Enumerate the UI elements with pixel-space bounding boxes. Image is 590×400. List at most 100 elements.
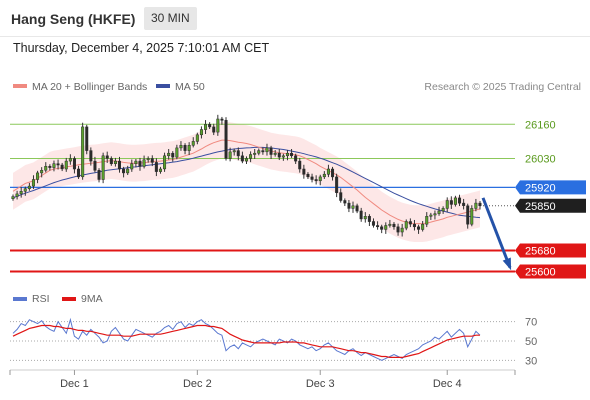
candle-body (273, 152, 277, 155)
candle-body (89, 150, 93, 162)
candle-body (77, 168, 81, 178)
candle (113, 157, 117, 167)
bollinger-fill (13, 121, 480, 242)
candle (269, 145, 273, 159)
candle-body (68, 158, 72, 162)
rsi-level-label-50: 50 (525, 336, 537, 348)
candle-body (15, 193, 19, 197)
support-label-1-box (515, 243, 586, 258)
candle-body (367, 216, 371, 222)
candle-body (154, 162, 158, 172)
candle (351, 201, 355, 213)
candle (257, 148, 261, 156)
candle (384, 222, 388, 234)
candle (158, 166, 162, 174)
candle (417, 224, 421, 234)
candle (117, 156, 121, 173)
candle (339, 188, 343, 203)
candle-body (433, 213, 437, 216)
candle (470, 205, 474, 227)
candle-body (52, 163, 56, 168)
candle-body (392, 223, 396, 228)
candle-body (408, 221, 412, 225)
candle (236, 147, 240, 161)
candle-body (388, 223, 392, 226)
resistance-label-2: 26030 (525, 153, 556, 165)
candle (204, 120, 208, 135)
candle (150, 155, 154, 167)
candle-body (146, 158, 150, 161)
candle-body (122, 168, 126, 174)
candle (458, 194, 462, 207)
candle-body (445, 200, 449, 209)
candle (232, 148, 236, 156)
candle (265, 143, 269, 156)
candle-body (109, 158, 113, 165)
candle-body (417, 226, 421, 230)
rsi-level-label-30: 30 (525, 355, 537, 367)
candle-body (343, 200, 347, 204)
candle-body (60, 164, 64, 170)
candle-body (429, 214, 433, 217)
pivot-label-text: 25920 (525, 182, 556, 194)
candle-body (187, 145, 191, 151)
candle (294, 153, 298, 164)
candle (331, 166, 335, 181)
forecast-arrow (481, 197, 512, 271)
candle (81, 122, 85, 180)
candle (48, 164, 52, 171)
candle (36, 170, 40, 184)
support-label-2-box (515, 264, 586, 279)
candle-body (142, 159, 146, 167)
candle (101, 152, 105, 184)
candle-body (326, 168, 330, 175)
candle (326, 164, 330, 178)
candle-body (195, 134, 199, 142)
candle-body (318, 176, 322, 182)
support-label-1-text: 25680 (525, 245, 556, 257)
candle (400, 223, 404, 237)
candle-body (204, 124, 208, 130)
candle-body (261, 150, 265, 153)
candle (191, 137, 195, 148)
candle (175, 144, 179, 160)
candle (359, 207, 363, 222)
last-price-label-text: 25850 (525, 201, 556, 213)
x-tick-label: Dec 3 (306, 378, 335, 390)
candle-body (302, 168, 306, 175)
candle (363, 212, 367, 223)
candle-body (130, 163, 134, 170)
candle (437, 206, 441, 216)
candle (85, 124, 89, 155)
rsi-ma-legend-swatch (62, 297, 76, 301)
candle (138, 157, 142, 171)
candle-body (314, 179, 318, 182)
candle (478, 201, 482, 210)
candle-body (384, 225, 388, 230)
candle (421, 221, 425, 232)
candle-body (85, 126, 89, 151)
candle (208, 122, 212, 130)
candle (146, 156, 150, 163)
candle-body (236, 150, 240, 157)
candle (253, 148, 257, 159)
ma50-line (12, 146, 481, 219)
candle-body (163, 155, 167, 170)
candle-body (228, 151, 232, 159)
candle-body (48, 166, 52, 168)
ma50-legend-label: MA 50 (175, 81, 205, 93)
candle-body (441, 208, 445, 212)
candle-body (199, 129, 203, 136)
candle-body (56, 163, 60, 166)
candle-body (191, 141, 195, 146)
candle (453, 195, 457, 207)
interval-badge[interactable]: 30 MIN (144, 7, 197, 30)
candle (466, 203, 470, 229)
forecast-arrow-shaft (481, 197, 512, 269)
ma20-legend-swatch (13, 84, 27, 88)
candle-body (36, 172, 40, 180)
forecast-arrow-head (502, 257, 512, 271)
report-datetime: Thursday, December 4, 2025 7:10:01 AM CE… (13, 41, 270, 55)
rsi-legend-swatch (13, 297, 27, 301)
candle (371, 218, 375, 228)
